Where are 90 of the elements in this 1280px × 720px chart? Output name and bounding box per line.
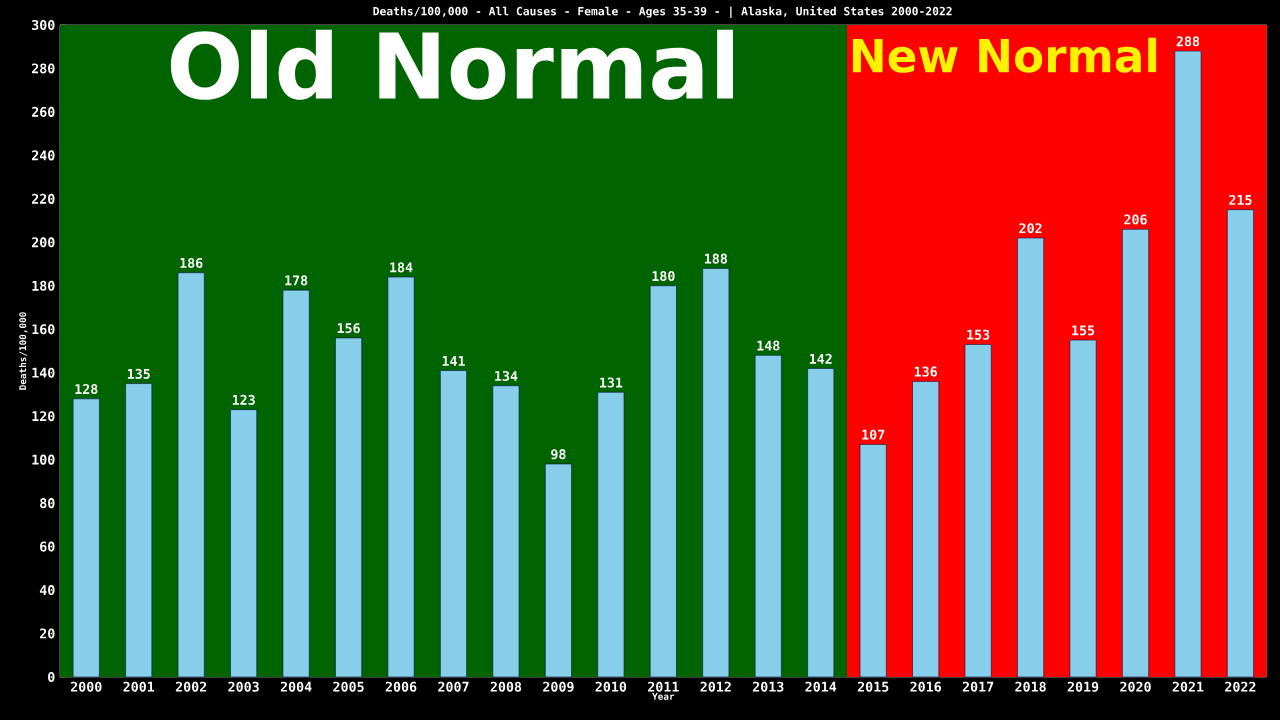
y-tick-label: 200 bbox=[31, 237, 55, 248]
bar bbox=[545, 463, 572, 678]
bar bbox=[912, 381, 940, 678]
data-label: 202 bbox=[1019, 223, 1042, 234]
data-label: 188 bbox=[705, 253, 728, 264]
y-tick-label: 0 bbox=[48, 671, 55, 683]
bar bbox=[1017, 237, 1044, 678]
bar bbox=[597, 392, 625, 678]
bar bbox=[177, 272, 205, 678]
bar bbox=[964, 344, 992, 678]
bar bbox=[807, 368, 835, 678]
data-label: 206 bbox=[1124, 214, 1147, 225]
data-label: 141 bbox=[442, 356, 465, 366]
bar bbox=[1122, 229, 1149, 678]
x-tick-label: 2017 bbox=[962, 681, 994, 692]
y-tick-label: 80 bbox=[40, 498, 55, 509]
x-tick-label: 2019 bbox=[1067, 681, 1099, 692]
x-tick-label: 2000 bbox=[70, 681, 102, 692]
x-tick-label: 2008 bbox=[490, 681, 522, 692]
y-tick-label: 240 bbox=[31, 150, 55, 161]
x-tick-label: 2020 bbox=[1120, 681, 1151, 692]
data-label: 135 bbox=[127, 368, 150, 379]
data-label: 180 bbox=[652, 270, 675, 282]
x-tick-label: 2010 bbox=[595, 681, 627, 692]
bar bbox=[282, 289, 310, 678]
band-label: Old Normal bbox=[170, 29, 734, 100]
data-label: 288 bbox=[1176, 36, 1200, 47]
chart-title: Deaths/100,000 - All Causes - Female - Ages 35-39 - | Alaska, United States 2000-2022 bbox=[373, 6, 952, 18]
data-label: 186 bbox=[180, 257, 203, 269]
bar bbox=[702, 268, 730, 678]
data-label: 148 bbox=[757, 340, 780, 351]
bar bbox=[1069, 339, 1097, 678]
bar bbox=[1174, 50, 1202, 678]
data-label: 131 bbox=[600, 377, 623, 388]
y-tick-label: 20 bbox=[40, 628, 55, 639]
bar bbox=[387, 276, 415, 678]
data-label: 156 bbox=[337, 323, 360, 334]
x-tick-label: 2003 bbox=[228, 681, 259, 692]
x-tick-label: 2005 bbox=[333, 681, 364, 692]
bar bbox=[230, 409, 258, 678]
data-label: 107 bbox=[862, 429, 885, 440]
bar bbox=[754, 355, 782, 678]
x-tick-label: 2002 bbox=[175, 681, 207, 692]
x-tick-label: 2011 bbox=[648, 681, 679, 692]
x-tick-label: 2014 bbox=[805, 681, 837, 692]
bar bbox=[125, 383, 153, 678]
y-tick-label: 300 bbox=[32, 19, 55, 31]
x-tick-label: 2022 bbox=[1225, 681, 1256, 692]
bar bbox=[859, 444, 887, 678]
y-tick-label: 280 bbox=[31, 63, 55, 74]
x-tick-label: 2021 bbox=[1172, 681, 1204, 692]
data-label: 215 bbox=[1229, 194, 1252, 206]
data-label: 153 bbox=[967, 329, 990, 340]
bar bbox=[440, 370, 467, 678]
data-label: 155 bbox=[1072, 325, 1095, 336]
bar bbox=[492, 385, 520, 678]
y-tick-label: 160 bbox=[32, 324, 55, 335]
x-tick-label: 2006 bbox=[385, 681, 417, 692]
y-tick-label: 140 bbox=[32, 367, 55, 378]
data-label: 142 bbox=[809, 353, 832, 364]
x-tick-label: 2004 bbox=[280, 681, 312, 692]
y-tick-label: 120 bbox=[32, 411, 55, 422]
y-tick-label: 40 bbox=[39, 584, 55, 596]
bar bbox=[72, 398, 100, 678]
data-label: 128 bbox=[75, 383, 98, 395]
x-tick-label: 2018 bbox=[1015, 681, 1046, 692]
x-tick-label: 2012 bbox=[700, 681, 731, 692]
x-tick-label: 2001 bbox=[123, 681, 155, 692]
bar bbox=[649, 285, 677, 678]
y-tick-label: 260 bbox=[31, 106, 55, 117]
y-tick-label: 60 bbox=[40, 541, 55, 552]
data-label: 136 bbox=[914, 366, 937, 377]
x-tick-label: 2009 bbox=[543, 681, 574, 692]
data-label: 134 bbox=[495, 370, 518, 382]
y-tick-label: 180 bbox=[32, 280, 55, 291]
data-label: 184 bbox=[390, 262, 413, 273]
band-label: New Normal bbox=[852, 37, 1157, 73]
bar bbox=[335, 337, 362, 678]
data-label: 178 bbox=[285, 275, 308, 286]
data-label: 123 bbox=[232, 394, 255, 405]
x-tick-label: 2015 bbox=[857, 681, 889, 692]
y-tick-label: 100 bbox=[32, 454, 55, 465]
x-tick-label: 2007 bbox=[438, 681, 469, 692]
x-axis-title: Year bbox=[652, 693, 675, 700]
y-tick-label: 220 bbox=[31, 193, 55, 204]
y-axis-title: Deaths/100,000 bbox=[19, 312, 28, 390]
x-tick-label: 2016 bbox=[910, 681, 941, 692]
bar bbox=[1227, 209, 1254, 678]
data-label: 98 bbox=[551, 449, 566, 460]
x-tick-label: 2013 bbox=[752, 681, 784, 692]
